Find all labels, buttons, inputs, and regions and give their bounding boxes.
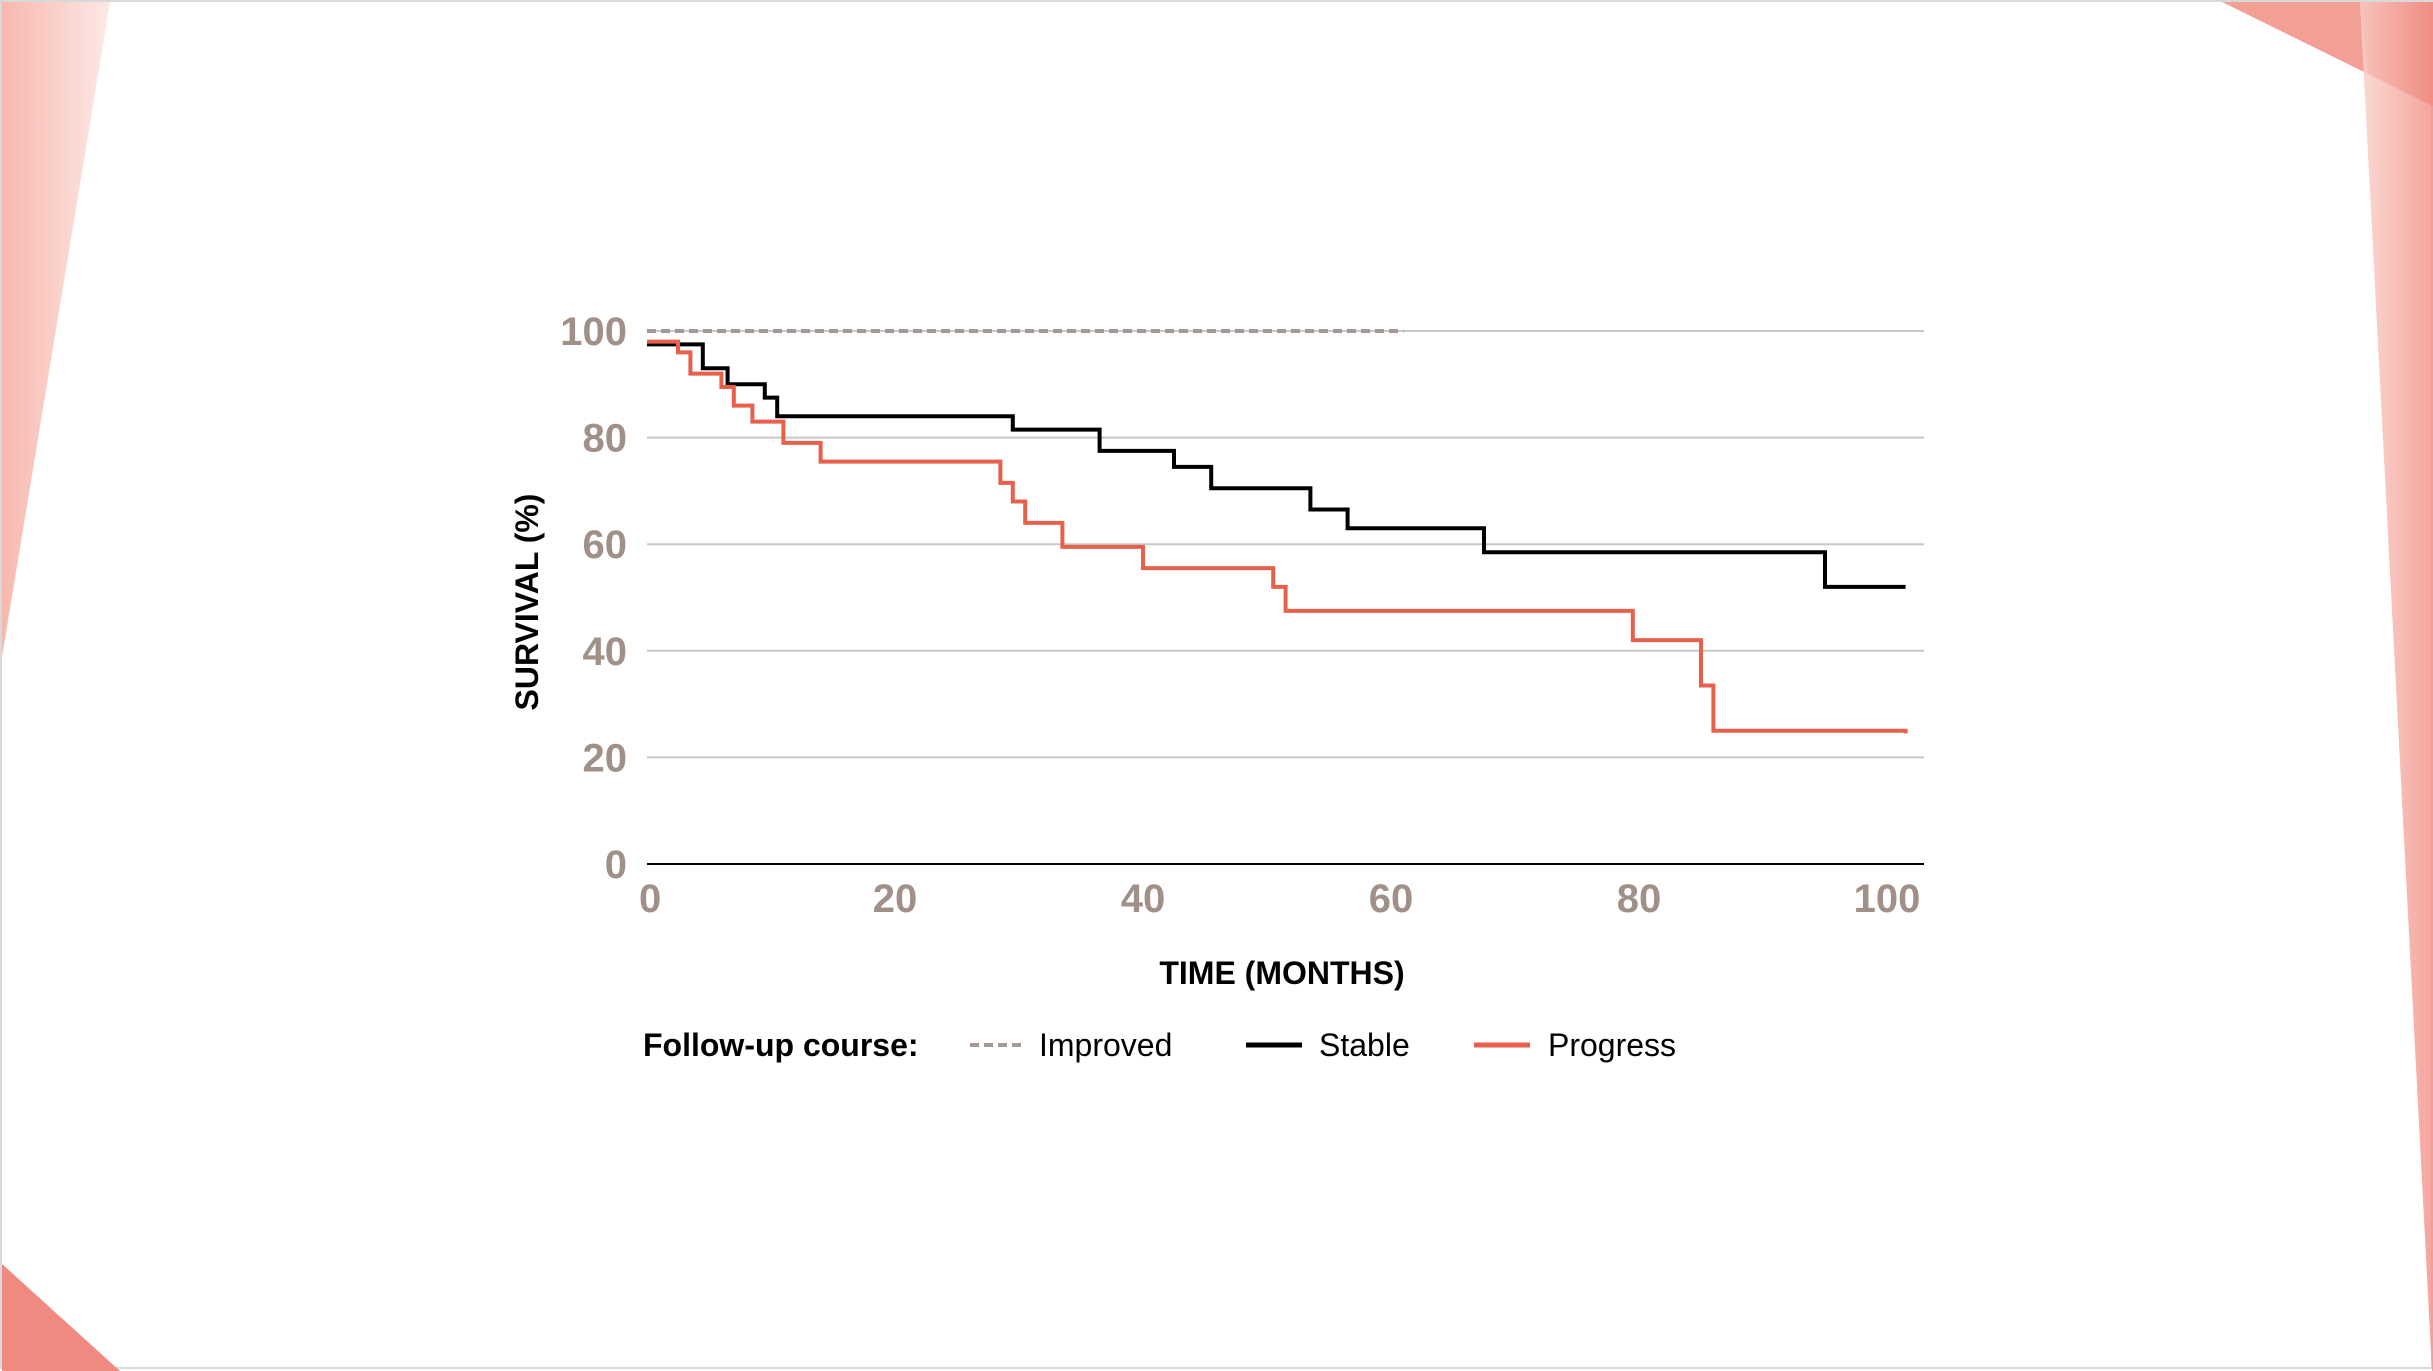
bottom-left-corner-shape — [2, 1264, 120, 1371]
legend-label-progress: Progress — [1548, 1027, 1676, 1063]
legend-label-improved: Improved — [1039, 1027, 1172, 1063]
gridlines — [647, 330, 1924, 759]
x-tick-label-40: 40 — [1121, 877, 1166, 921]
left-ribbon-shape — [2, 2, 110, 657]
right-ribbon-shape — [2360, 2, 2433, 1371]
y-tick-label-40: 40 — [583, 630, 628, 674]
legend: Follow-up course: Improved Stable Progress — [643, 1027, 1676, 1063]
legend-title: Follow-up course: — [643, 1027, 919, 1063]
y-tick-label-60: 60 — [583, 523, 628, 567]
x-tick-label-20: 20 — [873, 877, 918, 921]
series-lines — [647, 329, 1908, 734]
y-tick-label-0: 0 — [605, 843, 627, 887]
x-tick-label-0: 0 — [639, 877, 661, 921]
y-axis-label: SURVIVAL (%) — [509, 494, 545, 711]
y-tick-label-80: 80 — [583, 417, 628, 461]
x-axis-ticks: 0 20 40 60 80 100 — [639, 877, 1920, 921]
x-axis-label: TIME (MONTHS) — [1159, 955, 1404, 991]
y-tick-label-100: 100 — [560, 310, 627, 354]
x-tick-label-80: 80 — [1617, 877, 1662, 921]
series-line-progress — [647, 339, 1908, 734]
y-axis-ticks: 0 20 40 60 80 100 — [560, 310, 627, 887]
legend-label-stable: Stable — [1319, 1027, 1410, 1063]
y-tick-label-20: 20 — [583, 736, 628, 780]
x-tick-label-60: 60 — [1369, 877, 1414, 921]
series-line-stable — [647, 342, 1906, 589]
x-tick-label-100: 100 — [1854, 877, 1921, 921]
